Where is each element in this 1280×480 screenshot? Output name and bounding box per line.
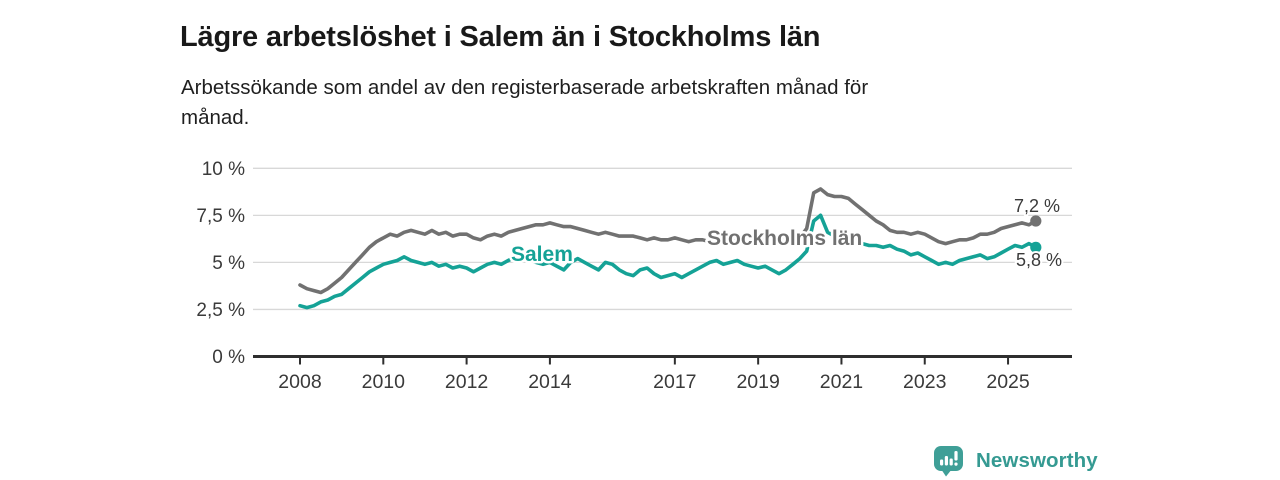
series-line-stockholms-lan (298, 187, 1038, 295)
y-axis-tick-label: 0 % (212, 347, 245, 368)
series-line-salem (298, 213, 1038, 310)
x-axis-tick-label: 2017 (653, 371, 696, 393)
end-value-label: 7,2 % (1014, 196, 1060, 216)
line-chart-canvas: 0 % 2,5 % 5 % 7,5 % 10 % Stockholms län Salem 7… (196, 159, 1072, 393)
x-axis-tick-label: 2010 (362, 371, 406, 393)
subtitle-line: Arbetssökande som andel av den registerb… (181, 76, 869, 99)
page-subtitle: Arbetssökande som andel av den registerb… (181, 73, 1041, 133)
x-axis-tick-label: 2023 (903, 371, 946, 393)
y-axis-tick-label: 10 % (202, 159, 245, 180)
y-axis-tick-label: 7,5 % (196, 206, 245, 227)
bar-chart-speech-bubble-icon (934, 446, 963, 477)
y-axis-tick-label: 5 % (212, 253, 245, 274)
x-axis-tick-label: 2019 (736, 371, 779, 393)
end-value-label: 5,8 % (1016, 250, 1062, 270)
page-title: Lägre arbetslöshet i Salem än i Stockhol… (180, 21, 821, 54)
x-axis-tick-label: 2012 (445, 371, 488, 393)
series-end-dot (1030, 241, 1042, 253)
series-label: Salem (511, 243, 573, 266)
x-axis-tick-label: 2021 (820, 371, 863, 393)
subtitle-line: månad. (181, 106, 250, 129)
x-axis-tick-label: 2025 (986, 371, 1030, 393)
y-axis-tick-label: 2,5 % (196, 300, 245, 321)
newsworthy-logo[interactable]: Newsworthy (933, 445, 1098, 477)
unemployment-chart: 0 % 2,5 % 5 % 7,5 % 10 % Stockholms län Salem 7… (196, 159, 1072, 393)
series-label: Stockholms län (707, 227, 862, 250)
newsworthy-logo-text: Newsworthy (976, 449, 1098, 472)
series-end-dot (1030, 215, 1042, 227)
x-axis-tick-label: 2014 (528, 371, 572, 393)
x-axis-tick-label: 2008 (278, 371, 321, 393)
